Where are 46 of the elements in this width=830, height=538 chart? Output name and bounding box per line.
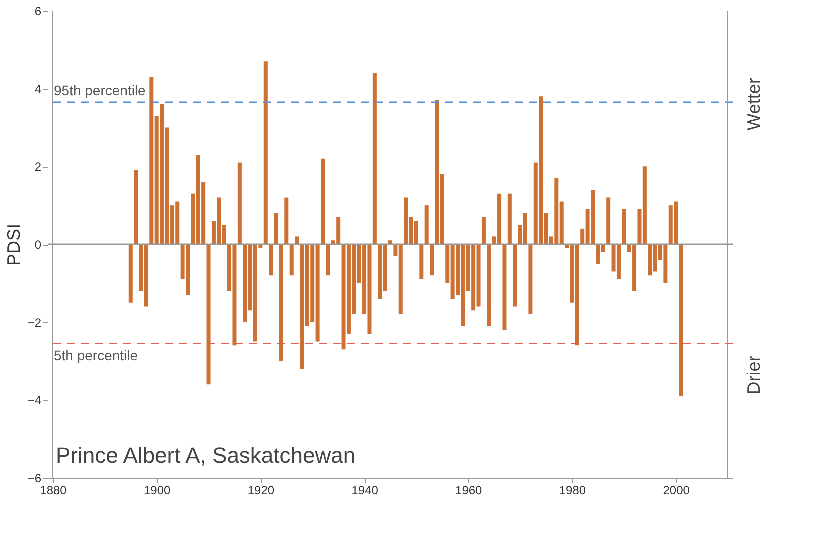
bar <box>430 244 434 276</box>
x-tick-label: 1960 <box>456 484 483 498</box>
bar <box>206 244 211 385</box>
y-tick-label: 2 <box>34 160 42 174</box>
bar <box>513 244 518 307</box>
bar <box>274 213 278 244</box>
bar <box>269 244 274 276</box>
bar <box>372 73 377 244</box>
y-tick-label: −2 <box>28 316 42 330</box>
bar <box>679 244 684 396</box>
bar <box>321 158 325 244</box>
y-tick-label: −6 <box>28 472 42 486</box>
bar <box>420 244 424 280</box>
text: Wetter <box>744 78 764 131</box>
y-axis-title: PDSI <box>4 224 24 266</box>
bar <box>284 198 289 244</box>
bar <box>326 244 330 276</box>
annotation: Prince Albert A, Saskatchewan <box>56 443 356 468</box>
bar <box>502 244 507 330</box>
bar <box>482 217 486 244</box>
bar <box>622 209 626 244</box>
x-tick-label: 1940 <box>352 484 379 498</box>
x-tick-label: 1980 <box>559 484 586 498</box>
bar <box>264 62 268 244</box>
bar <box>295 236 300 244</box>
x-tick-label: 2000 <box>663 484 690 498</box>
y-tick-label: 4 <box>34 82 42 96</box>
y-tick-label: 0 <box>34 238 42 252</box>
x-tick-label: 1880 <box>40 484 68 498</box>
ref-line-label: 5th percentile <box>54 348 138 364</box>
text: Drier <box>744 356 764 395</box>
y-tick-label: 6 <box>34 4 42 18</box>
bar <box>128 244 133 303</box>
bar <box>238 162 242 244</box>
ref-line-label: 95th percentile <box>54 82 146 98</box>
bar <box>487 244 492 326</box>
x-tick-label: 1920 <box>248 484 275 498</box>
bar <box>424 206 429 244</box>
y-tick-label: −4 <box>28 394 42 408</box>
bar <box>528 244 533 315</box>
bar <box>134 170 138 244</box>
bar <box>290 244 294 276</box>
x-tick-label: 1900 <box>144 484 172 498</box>
bar <box>508 194 512 244</box>
bar <box>606 198 611 244</box>
bar <box>279 244 284 362</box>
